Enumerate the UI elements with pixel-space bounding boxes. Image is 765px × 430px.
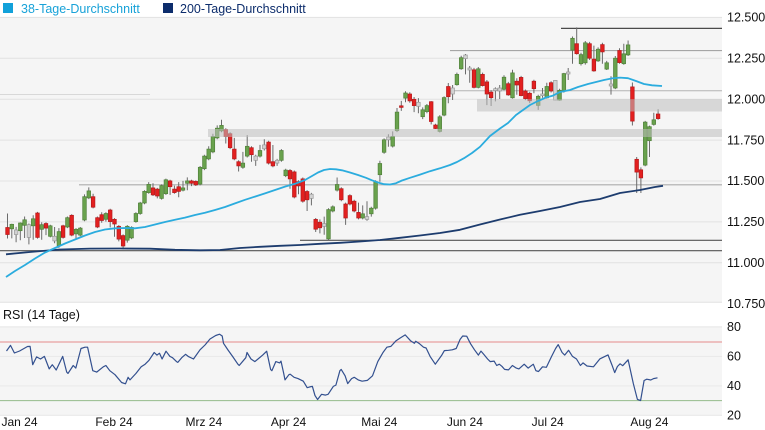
svg-text:11.000: 11.000 [727,256,764,270]
svg-text:Apr 24: Apr 24 [271,415,307,429]
svg-text:Jun 24: Jun 24 [447,415,483,429]
svg-text:RSI (14 Tage): RSI (14 Tage) [3,308,80,322]
svg-text:12.500: 12.500 [727,11,765,25]
svg-text:11.750: 11.750 [727,133,764,147]
svg-text:Aug 24: Aug 24 [630,415,668,429]
svg-text:11.500: 11.500 [727,174,764,188]
svg-text:12.000: 12.000 [727,92,765,106]
svg-text:Mai 24: Mai 24 [361,415,397,429]
svg-text:12.250: 12.250 [727,52,765,66]
svg-text:38-Tage-Durchschnitt: 38-Tage-Durchschnitt [21,2,140,16]
svg-text:40: 40 [727,379,741,393]
svg-text:11.250: 11.250 [727,215,764,229]
svg-text:60: 60 [727,350,741,364]
svg-text:10.750: 10.750 [727,297,765,311]
svg-text:20: 20 [727,409,741,423]
svg-text:Jan 24: Jan 24 [1,415,37,429]
svg-text:Jul 24: Jul 24 [532,415,564,429]
svg-text:80: 80 [727,320,741,334]
svg-text:Mrz 24: Mrz 24 [185,415,222,429]
svg-text:200-Tage-Durchschnitt: 200-Tage-Durchschnitt [180,2,306,16]
svg-text:Feb 24: Feb 24 [95,415,133,429]
